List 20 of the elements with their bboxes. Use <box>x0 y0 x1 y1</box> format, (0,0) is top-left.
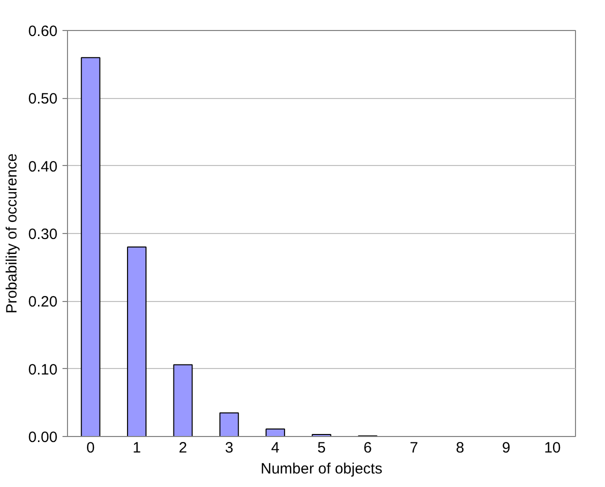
x-tick-label: 10 <box>544 440 561 456</box>
y-tick-label: 0.60 <box>28 23 58 40</box>
x-tick-label: 1 <box>132 440 141 456</box>
x-tick-label: 0 <box>86 440 95 456</box>
y-tick-label: 0.10 <box>28 361 58 378</box>
x-tick-label: 6 <box>364 440 372 456</box>
x-tick-label: 5 <box>317 440 326 456</box>
y-tick-label: 0.00 <box>28 429 58 446</box>
x-tick-label: 9 <box>502 440 510 456</box>
x-tick-label: 7 <box>410 440 418 456</box>
x-tick-label: 2 <box>178 440 188 456</box>
x-tick-label: 4 <box>271 440 280 456</box>
x-tick-label: 8 <box>456 440 464 456</box>
x-tick-label: 3 <box>224 440 234 456</box>
y-axis-title: Probability of occurence <box>3 153 20 314</box>
y-tick-label: 0.20 <box>28 294 58 311</box>
y-tick-label: 0.50 <box>28 90 58 108</box>
y-tick-label: 0.40 <box>28 158 58 176</box>
x-axis-title: Number of objects <box>260 460 382 478</box>
y-tick-label: 0.30 <box>28 226 58 243</box>
